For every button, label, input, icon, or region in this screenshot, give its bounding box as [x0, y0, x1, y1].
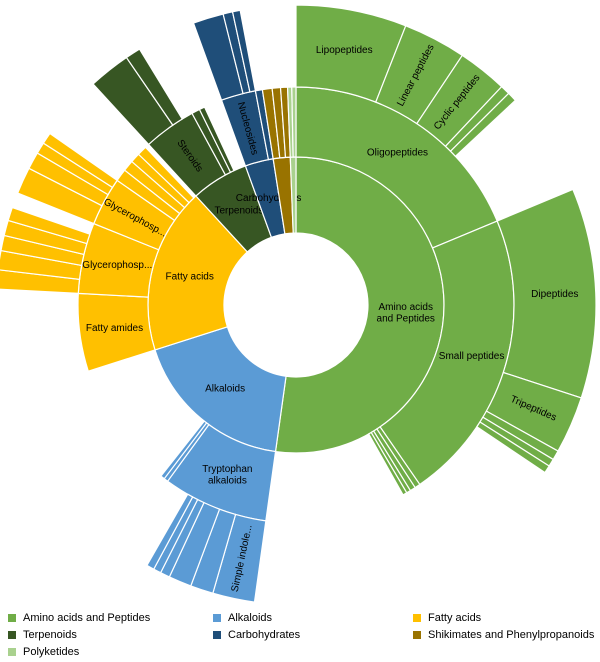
label-lipopeptides: Lipopeptides: [316, 45, 373, 56]
label-dipeptides: Dipeptides: [531, 289, 578, 300]
label-fatty-amides: Fatty amides: [86, 323, 143, 334]
sunburst-chart: Amino acids and Peptides Oligopeptides Lipo…: [0, 4, 597, 603]
segment-aa-minor-4: [367, 431, 408, 496]
legend-item-carbohydrates: Carbohydrates: [213, 629, 300, 641]
label-amino-acids-and-peptides: Amino acids and Peptides: [377, 302, 435, 325]
segment-trp-minor-5: [146, 493, 194, 570]
label-glycerophosp-2: Glycerophosp...: [82, 260, 152, 271]
legend-label: Fatty acids: [428, 612, 482, 624]
legend-label: Alkaloids: [228, 612, 273, 624]
legend-item-alkaloids: Alkaloids: [213, 612, 272, 624]
legend-item-terpenoids: Terpenoids: [8, 629, 77, 641]
segment-ter-minor-2: [198, 106, 235, 174]
legend-item-amino-acids: Amino acids and Peptides: [8, 612, 150, 624]
legend-label: Carbohydrates: [228, 629, 301, 641]
segment-oligo-minor-2: [449, 92, 517, 158]
segment-ster-minor-2: [125, 48, 184, 126]
label-tryptophan-alkaloids: Tryptophan alkaloids: [202, 464, 252, 487]
label-oligopeptides: Oligopeptides: [367, 147, 428, 158]
label-carbohydrates: Carbohydrates: [236, 193, 302, 204]
label-fatty-acids: Fatty acids: [166, 271, 214, 282]
segment-fa-minor-4: [137, 146, 195, 204]
segment-pk-minor-2: [291, 86, 297, 158]
legend-item-polyketides: Polyketides: [8, 646, 79, 658]
segment-alk-minor-2: [160, 420, 208, 480]
legend-swatch: [413, 614, 421, 622]
label-small-peptides: Small peptides: [439, 351, 505, 362]
legend-swatch: [8, 614, 16, 622]
legend-swatch: [8, 648, 16, 656]
legend-item-fatty-acids: Fatty acids: [413, 612, 481, 624]
segment-small-minor-3: [476, 421, 550, 474]
legend-label: Terpenoids: [23, 629, 77, 641]
legend-swatch: [413, 631, 421, 639]
legend-swatch: [213, 631, 221, 639]
legend-label: Polyketides: [23, 646, 80, 658]
label-terpenoids: Terpenoids: [214, 206, 263, 217]
legend-label: Amino acids and Peptides: [23, 612, 151, 624]
label-alkaloids: Alkaloids: [205, 384, 245, 395]
legend-swatch: [213, 614, 221, 622]
legend-item-shikimates: Shikimates and Phenylpropanoids: [413, 629, 594, 641]
segment-gp2-minor-5: [7, 206, 91, 245]
legend-swatch: [8, 631, 16, 639]
legend-label: Shikimates and Phenylpropanoids: [428, 629, 595, 641]
